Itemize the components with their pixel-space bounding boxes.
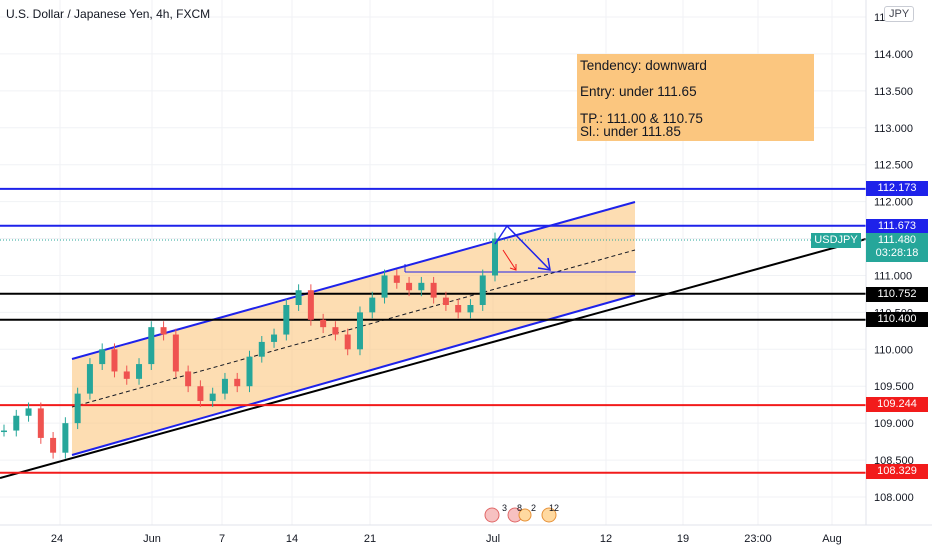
x-tick-label: 7 [219, 533, 225, 545]
candle-body [221, 378, 228, 394]
y-tick-label: 113.500 [874, 86, 913, 98]
y-tick-label: 114.000 [874, 49, 913, 61]
chart-title: U.S. Dollar / Japanese Yen, 4h, FXCM [6, 7, 211, 21]
candle-body [479, 275, 486, 305]
countdown: 03:28:18 [875, 247, 919, 259]
note-entry: Entry: under 111.65 [580, 84, 697, 99]
candle-body [50, 437, 57, 453]
y-tick-label: 113.000 [874, 123, 913, 135]
event-count-1[interactable]: 3 [502, 503, 508, 513]
note-sl: Sl.: under 111.85 [580, 124, 681, 139]
candle-body [185, 371, 192, 387]
y-tick-label: 112.500 [874, 160, 913, 172]
candle-body [37, 408, 44, 438]
red-arrow [502, 249, 517, 271]
candle-body [86, 364, 93, 394]
candle-body [492, 238, 498, 276]
candle-body [406, 282, 413, 291]
y-tick-label: 110.000 [874, 344, 913, 356]
candle-body [356, 312, 363, 350]
candle-body [271, 334, 278, 342]
trade-note: Tendency: downward Entry: under 111.65 T… [577, 54, 814, 141]
candle-body [111, 349, 118, 372]
y-tick-label: 112.000 [874, 197, 913, 209]
candle-body [320, 319, 327, 328]
x-tick-label: 12 [600, 533, 612, 545]
candle-body [442, 297, 449, 305]
candle-body [99, 349, 106, 365]
candle-body [418, 282, 425, 291]
candle-body [430, 282, 437, 298]
candle-body [307, 290, 314, 320]
x-tick-label: 19 [677, 533, 689, 545]
current-price-tag: 111.480 03:28:18 [866, 233, 928, 262]
candle-body [283, 305, 290, 335]
candle-body [258, 341, 265, 357]
level-label-2: 111.673 [866, 219, 928, 234]
note-tendency: Tendency: downward [580, 58, 707, 73]
candle-body [62, 423, 69, 453]
x-tick-label: 21 [364, 533, 376, 545]
candle-body [1, 430, 7, 433]
red-arrowhead [509, 264, 517, 271]
x-tick-label: 23:00 [744, 533, 772, 545]
event-count-2[interactable]: 8 [517, 503, 523, 513]
candle-body [74, 393, 81, 424]
candle-body [455, 305, 462, 313]
candle-body [344, 334, 351, 350]
candle-body [246, 356, 253, 387]
candle-body [234, 378, 241, 387]
candle-body [332, 327, 339, 335]
x-tick-label: Aug [822, 533, 842, 545]
channel-lower [71, 294, 636, 456]
projection-arrowhead [537, 257, 551, 271]
level-label-6: 108.329 [866, 464, 928, 479]
candle-body [393, 275, 400, 283]
candle-body [197, 386, 204, 401]
event-icons [484, 507, 557, 523]
candle-body [172, 334, 179, 372]
current-price: 111.480 [877, 234, 917, 246]
y-tick-label: 109.000 [874, 418, 914, 430]
candle-body [160, 327, 167, 335]
level-label-3: 110.752 [866, 287, 928, 302]
symbol-tag: USDJPY [811, 233, 861, 248]
candle-body [25, 408, 32, 416]
candle-body [381, 275, 388, 298]
candle-body [369, 297, 376, 313]
trend-line [0, 238, 867, 479]
event-count-4[interactable]: 12 [549, 503, 560, 513]
candle-body [136, 364, 143, 379]
candle-body [148, 327, 155, 365]
level-label-4: 110.400 [866, 312, 928, 327]
x-tick-label: 24 [51, 533, 63, 545]
x-tick-label: Jun [143, 533, 161, 545]
x-tick-label: 14 [286, 533, 298, 545]
candle-body [209, 393, 216, 401]
level-label-1: 112.173 [866, 181, 928, 196]
currency-button[interactable]: JPY [884, 6, 915, 22]
candle-body [123, 371, 130, 379]
event-count-3[interactable]: 2 [531, 503, 537, 513]
candle-body [13, 415, 20, 431]
x-tick-label: Jul [486, 533, 500, 545]
candle-body [295, 290, 302, 305]
y-tick-label: 111.000 [874, 270, 912, 282]
y-tick-label: 108.000 [874, 492, 914, 504]
note-tp: TP.: 111.00 & 110.75 [580, 111, 703, 126]
level-label-5: 109.244 [866, 397, 928, 412]
candle-body [467, 305, 474, 313]
projection-arrow [494, 224, 551, 271]
y-tick-label: 109.500 [874, 381, 914, 393]
